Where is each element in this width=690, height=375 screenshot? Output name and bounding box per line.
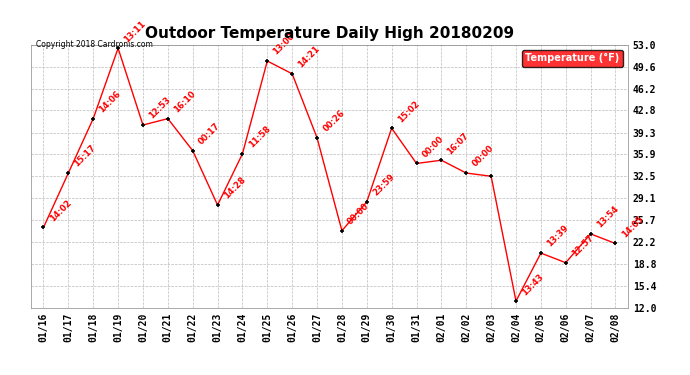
Text: 12:53: 12:53 xyxy=(147,96,172,121)
Point xyxy=(610,240,621,246)
Point xyxy=(38,225,49,231)
Point xyxy=(461,170,472,176)
Text: 13:00: 13:00 xyxy=(271,32,297,57)
Text: 13:11: 13:11 xyxy=(122,19,148,44)
Point xyxy=(411,160,422,166)
Text: Copyright 2018 Cardronis.com: Copyright 2018 Cardronis.com xyxy=(36,40,153,49)
Text: 13:54: 13:54 xyxy=(595,204,620,230)
Text: 14:28: 14:28 xyxy=(221,176,247,201)
Text: 14:21: 14:21 xyxy=(296,44,322,70)
Point xyxy=(137,122,148,128)
Point xyxy=(112,45,124,51)
Point xyxy=(88,116,99,122)
Point xyxy=(286,71,297,77)
Legend: Temperature (°F): Temperature (°F) xyxy=(522,50,623,67)
Point xyxy=(386,125,397,131)
Text: 15:02: 15:02 xyxy=(396,99,421,124)
Text: 23:59: 23:59 xyxy=(371,172,396,198)
Point xyxy=(486,173,497,179)
Text: 14:06: 14:06 xyxy=(97,89,123,114)
Point xyxy=(436,157,447,163)
Text: 00:00: 00:00 xyxy=(471,144,495,169)
Text: 00:00: 00:00 xyxy=(421,134,446,159)
Text: 15:17: 15:17 xyxy=(72,144,98,169)
Point xyxy=(511,298,522,304)
Title: Outdoor Temperature Daily High 20180209: Outdoor Temperature Daily High 20180209 xyxy=(145,26,514,41)
Point xyxy=(187,148,198,154)
Point xyxy=(311,135,322,141)
Text: 13:43: 13:43 xyxy=(520,272,545,297)
Text: 13:39: 13:39 xyxy=(545,224,570,249)
Text: 14:05: 14:05 xyxy=(620,214,645,239)
Point xyxy=(362,199,373,205)
Text: 16:10: 16:10 xyxy=(172,89,197,114)
Text: 00:17: 00:17 xyxy=(197,122,222,147)
Point xyxy=(237,151,248,157)
Point xyxy=(585,231,596,237)
Text: 12:57: 12:57 xyxy=(570,233,595,258)
Text: 00:26: 00:26 xyxy=(322,108,346,134)
Point xyxy=(212,202,223,208)
Point xyxy=(262,58,273,64)
Point xyxy=(560,260,571,266)
Point xyxy=(535,250,546,256)
Text: 16:07: 16:07 xyxy=(446,131,471,156)
Point xyxy=(162,116,173,122)
Point xyxy=(337,228,348,234)
Point xyxy=(63,170,74,176)
Text: 00:00: 00:00 xyxy=(346,201,371,226)
Text: 11:58: 11:58 xyxy=(246,124,272,150)
Text: 14:02: 14:02 xyxy=(48,198,73,223)
